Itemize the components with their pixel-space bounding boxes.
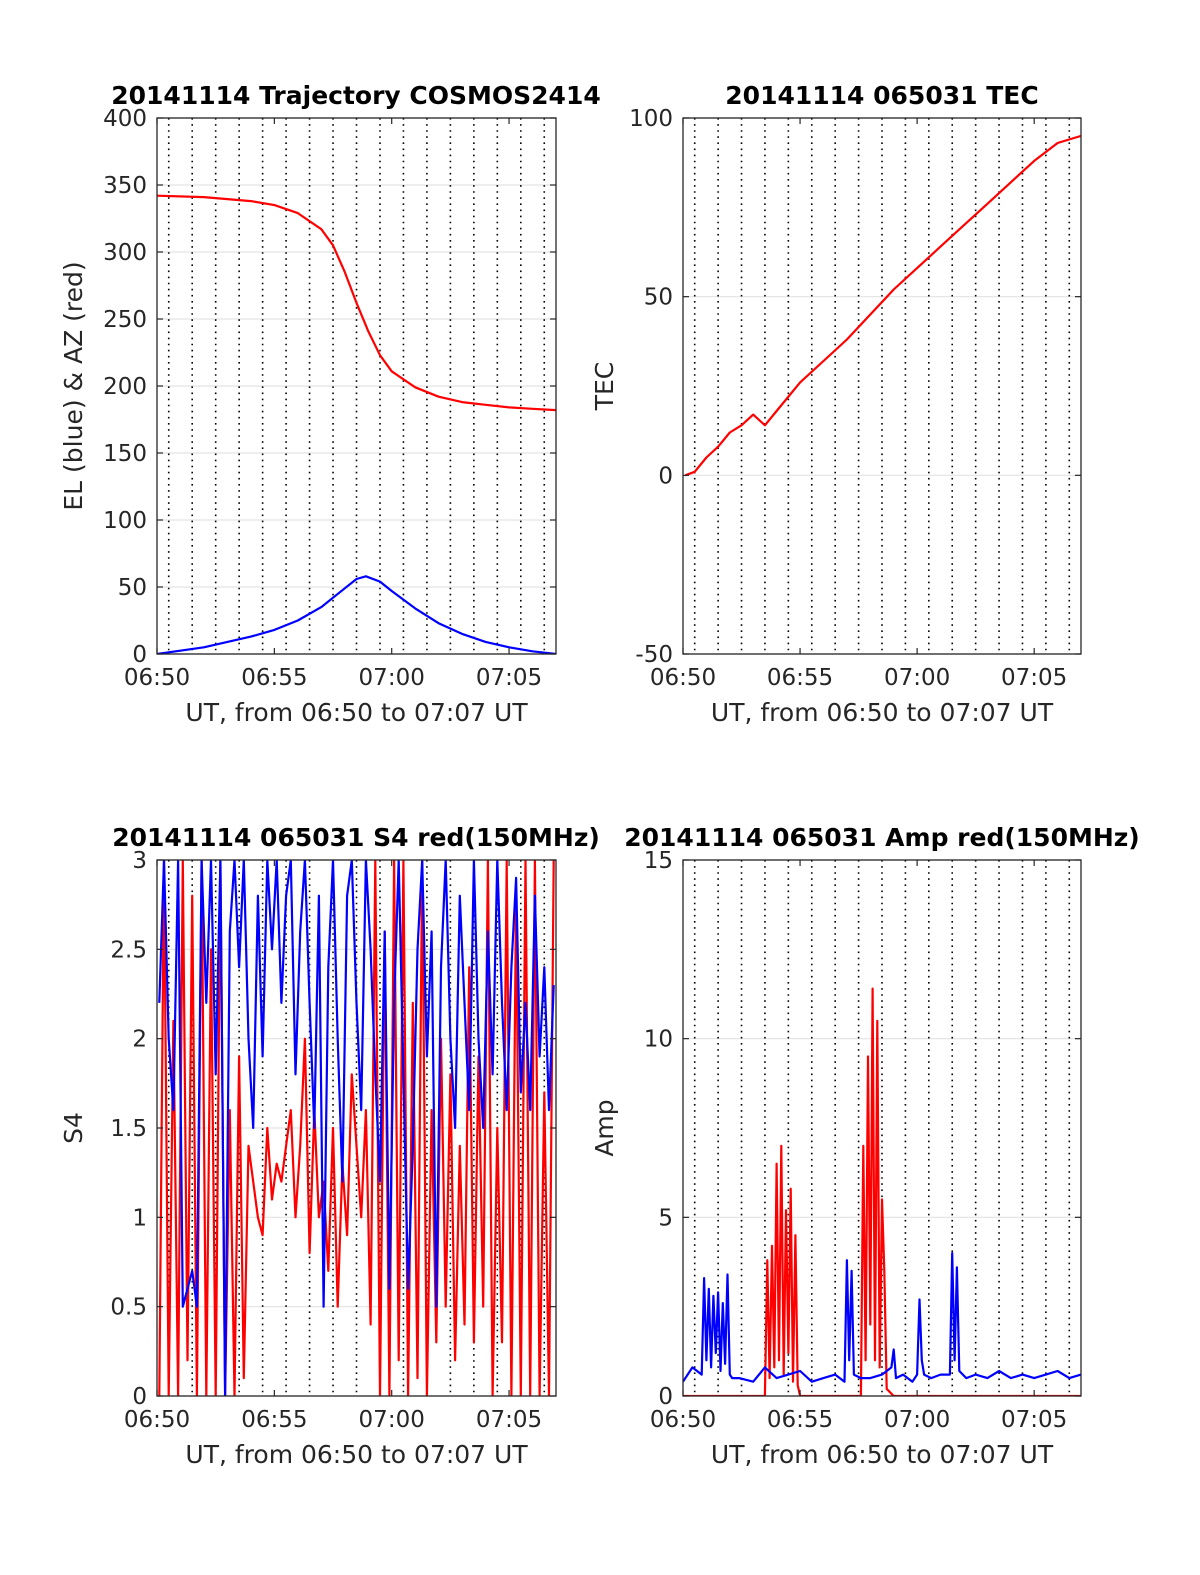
y-tick-label: 0.5 — [110, 1295, 147, 1321]
y-tick-label: 100 — [629, 106, 673, 132]
x-tick-label: 07:00 — [359, 1407, 425, 1433]
chart-title: 20141114 Trajectory COSMOS2414 — [111, 81, 601, 110]
x-tick-label: 06:55 — [767, 665, 833, 691]
y-tick-label: 10 — [644, 1027, 673, 1053]
y-tick-label: 1.5 — [110, 1116, 147, 1142]
x-tick-label: 07:00 — [884, 1407, 950, 1433]
y-tick-label: 0 — [132, 642, 147, 668]
series-line-1 — [683, 1251, 1081, 1383]
x-axis-label: UT, from 06:50 to 07:07 UT — [185, 1440, 528, 1469]
y-axis-label: TEC — [590, 362, 619, 412]
x-tick-label: 06:50 — [124, 665, 190, 691]
x-tick-label: 07:05 — [476, 665, 542, 691]
x-tick-label: 07:05 — [1001, 1407, 1067, 1433]
y-tick-label: 50 — [118, 575, 147, 601]
chart-title: 20141114 065031 S4 red(150MHz) — [112, 823, 600, 852]
series-line-0 — [684, 134, 1081, 477]
y-axis-label: S4 — [59, 1112, 88, 1144]
y-tick-label: -50 — [635, 642, 673, 668]
chart-amp: 0 5 10 15 06:50 06:55 07:00 07:05 20141114 06503… — [590, 823, 1140, 1469]
chart-trajectory: 0 50 100 150 200 250 300 350 400 06:50 06:55 07:00 0… — [59, 81, 601, 727]
series-line-0 — [157, 194, 556, 412]
y-tick-label: 150 — [103, 441, 147, 467]
y-tick-label: 50 — [644, 285, 673, 311]
chart-tec: -50 0 50 100 06:50 06:55 07:00 07:05 20141114 06… — [590, 81, 1082, 727]
y-tick-label: 2.5 — [110, 937, 147, 963]
x-axis-label: UT, from 06:50 to 07:07 UT — [711, 1440, 1054, 1469]
x-tick-label: 07:05 — [1001, 665, 1067, 691]
x-tick-label: 06:50 — [650, 1407, 716, 1433]
chart-s4: 0 0.5 1 1.5 2 2.5 3 06:50 06:55 07:00 07:05 2014111… — [59, 823, 600, 1469]
plot-frame — [682, 117, 1082, 655]
series-line-0 — [158, 860, 555, 1396]
y-axis-label: EL (blue) & AZ (red) — [59, 261, 88, 510]
y-tick-label: 0 — [658, 463, 673, 489]
x-tick-label: 06:55 — [241, 665, 307, 691]
y-tick-label: 300 — [103, 240, 147, 266]
x-tick-label: 06:50 — [124, 1407, 190, 1433]
y-tick-label: 200 — [103, 374, 147, 400]
y-tick-label: 100 — [103, 508, 147, 534]
y-tick-label: 250 — [103, 307, 147, 333]
x-axis-label: UT, from 06:50 to 07:07 UT — [711, 698, 1054, 727]
chart-title: 20141114 065031 Amp red(150MHz) — [624, 823, 1140, 852]
y-tick-label: 5 — [658, 1205, 673, 1231]
series-line-1 — [157, 575, 556, 654]
x-axis-label: UT, from 06:50 to 07:07 UT — [185, 698, 528, 727]
y-tick-label: 15 — [644, 848, 673, 874]
y-tick-label: 400 — [103, 106, 147, 132]
y-tick-label: 0 — [658, 1384, 673, 1410]
y-tick-label: 1 — [132, 1205, 147, 1231]
y-tick-label: 2 — [132, 1027, 147, 1053]
x-tick-label: 07:00 — [359, 665, 425, 691]
x-tick-label: 07:05 — [476, 1407, 542, 1433]
x-tick-label: 07:00 — [884, 665, 950, 691]
y-tick-label: 3 — [132, 848, 147, 874]
series-line-1 — [158, 860, 555, 1396]
x-tick-label: 06:50 — [650, 665, 716, 691]
series-line-0 — [683, 987, 1081, 1396]
x-tick-label: 06:55 — [241, 1407, 307, 1433]
y-tick-label: 0 — [132, 1384, 147, 1410]
plot-frame — [682, 859, 1082, 1397]
x-tick-label: 06:55 — [767, 1407, 833, 1433]
chart-title: 20141114 065031 TEC — [725, 81, 1038, 110]
y-tick-label: 350 — [103, 173, 147, 199]
y-axis-label: Amp — [590, 1099, 619, 1156]
